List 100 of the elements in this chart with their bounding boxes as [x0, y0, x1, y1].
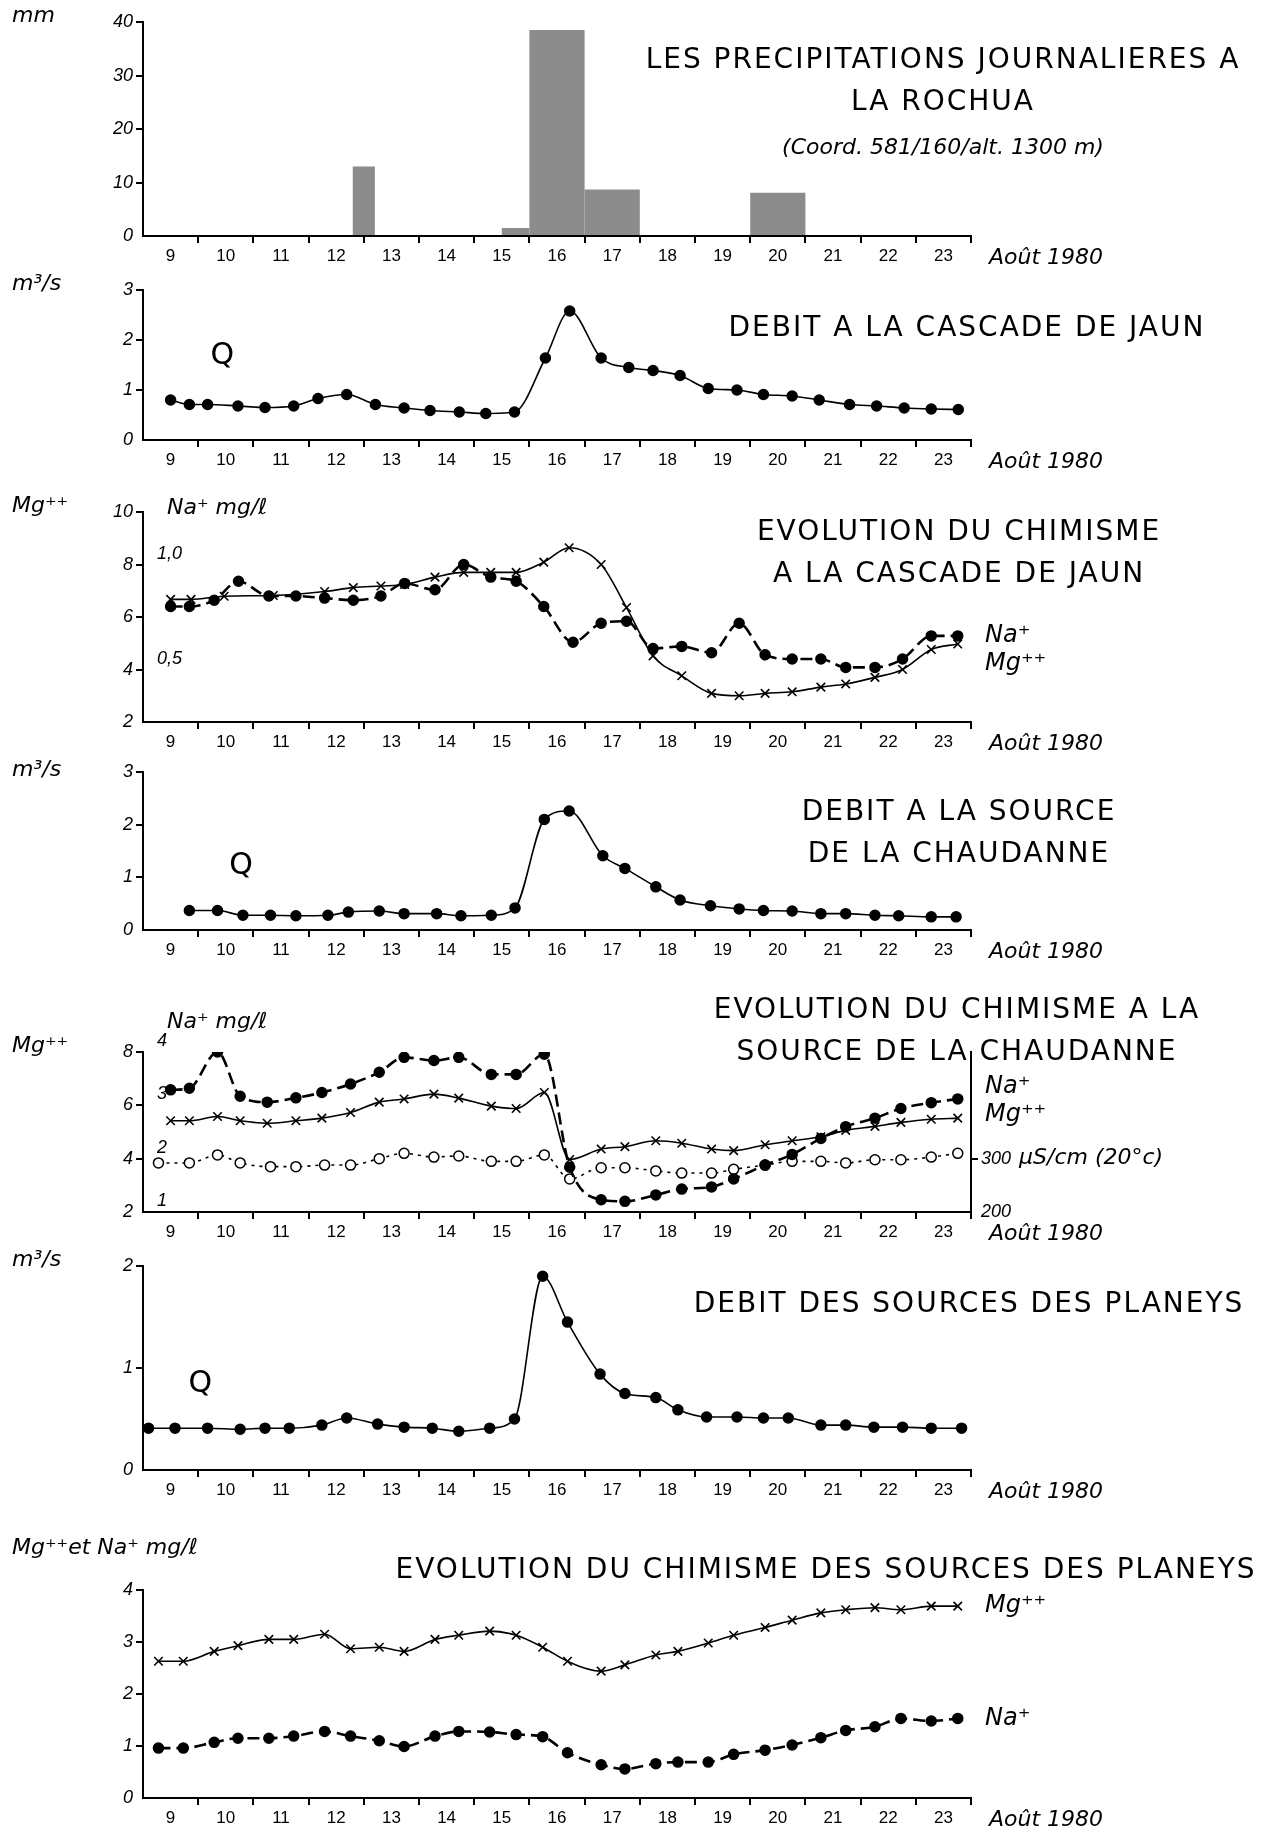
- x-axis-title: Août 1980: [987, 729, 1104, 755]
- x-tick-label: 22: [878, 731, 898, 751]
- x-tick-label: 14: [437, 1221, 457, 1241]
- x-tick-label: 17: [602, 449, 622, 469]
- x-tick-label: 15: [492, 1807, 512, 1827]
- x-tick-label: 15: [492, 449, 512, 469]
- x-tick-label: 14: [437, 1807, 457, 1827]
- series-label: Na⁺: [985, 1071, 1031, 1100]
- x-tick-label: 10: [216, 1479, 236, 1499]
- x-tick-label: 16: [547, 939, 567, 959]
- x-tick-label: 10: [216, 939, 236, 959]
- x-tick-label: 14: [437, 245, 457, 265]
- x-tick-label: 11: [272, 939, 290, 959]
- y-tick-label: 4: [122, 1147, 133, 1168]
- y-tick-label: 1: [122, 1357, 133, 1377]
- x-tick-label: 22: [878, 245, 898, 265]
- x-tick-label: 15: [492, 731, 512, 751]
- y-tick-label: 4: [122, 658, 133, 679]
- x-tick-label: 16: [547, 1479, 567, 1499]
- x-tick-label: 10: [216, 1807, 236, 1827]
- x-tick-label: 22: [878, 939, 898, 959]
- series-label: Na⁺: [985, 620, 1031, 649]
- x-tick-label: 13: [381, 449, 401, 469]
- x-tick-label: 11: [272, 1221, 290, 1241]
- y-tick-label: 3: [122, 1631, 133, 1651]
- y-tick-label: 20: [111, 118, 133, 138]
- y-axis-title: Mg⁺⁺et Na⁺ mg/ℓ: [12, 1533, 198, 1559]
- x-tick-label: 21: [823, 1807, 843, 1827]
- x-tick-label: 20: [768, 245, 788, 265]
- text: DEBIT A LA SOURCE DE LA CHAUDANNE: [800, 793, 1118, 871]
- x-tick-label: 18: [657, 1221, 677, 1241]
- y3-axis-title: µS/cm (20°c): [1018, 1144, 1164, 1170]
- x-tick-label: 11: [272, 731, 290, 751]
- text: DEBIT A LA CASCADE DE JAUN: [727, 309, 1207, 345]
- y2-tick-label: 1,0: [157, 542, 183, 563]
- x-tick-label: 20: [768, 1221, 788, 1241]
- y-tick-label: 8: [122, 553, 133, 574]
- x-tick-label: 18: [657, 939, 677, 959]
- x-tick-label: 18: [657, 245, 677, 265]
- x-tick-label: 19: [713, 245, 733, 265]
- y-axis-title: mm: [12, 1, 55, 27]
- x-tick-label: 9: [165, 731, 176, 751]
- x-tick-label: 15: [492, 245, 512, 265]
- x-tick-label: 12: [326, 1479, 346, 1499]
- y-axis-title: m³/s: [12, 1245, 62, 1271]
- y2-tick-label: 1: [157, 1190, 168, 1210]
- x-tick-label: 9: [165, 1807, 176, 1827]
- x-tick-label: 14: [437, 939, 457, 959]
- x-axis-title: Août 1980: [987, 447, 1104, 473]
- x-tick-label: 10: [216, 1221, 236, 1241]
- y-tick-label: 0: [122, 1787, 133, 1807]
- x-tick-label: 17: [602, 1479, 622, 1499]
- x-tick-label: 21: [823, 1479, 843, 1499]
- y-tick-label: 2: [121, 329, 133, 349]
- x-tick-label: 19: [713, 1807, 733, 1827]
- y-tick-label: 6: [122, 1094, 134, 1115]
- x-tick-label: 10: [216, 731, 236, 751]
- y-tick-label: 8: [122, 1041, 133, 1061]
- x-tick-label: 11: [272, 449, 290, 469]
- y3-tick-label: 200: [980, 1201, 1012, 1221]
- x-tick-label: 16: [547, 449, 567, 469]
- y2-tick-label: 0,5: [157, 647, 184, 668]
- x-axis-title: Août 1980: [987, 243, 1104, 269]
- x-tick-label: 12: [326, 939, 346, 959]
- x-tick-label: 12: [326, 245, 346, 265]
- x-tick-label: 22: [878, 1479, 898, 1499]
- y3-tick-label: 300: [981, 1147, 1012, 1168]
- x-axis-title: Août 1980: [987, 1477, 1104, 1503]
- x-tick-label: 22: [878, 1807, 898, 1827]
- y-axis-title: m³/s: [12, 269, 62, 295]
- x-tick-label: 20: [768, 731, 788, 751]
- x-tick-label: 12: [326, 731, 346, 751]
- y-axis-title: Mg⁺⁺: [12, 491, 69, 517]
- x-tick-label: 22: [878, 449, 898, 469]
- x-axis-title: Août 1980: [987, 1219, 1104, 1245]
- x-tick-label: 23: [933, 1807, 953, 1827]
- x-tick-label: 17: [602, 245, 622, 265]
- x-tick-label: 20: [768, 1479, 788, 1499]
- x-tick-label: 23: [933, 939, 953, 959]
- x-tick-label: 15: [492, 939, 512, 959]
- x-tick-label: 23: [933, 731, 953, 751]
- x-tick-label: 23: [933, 1221, 953, 1241]
- text: (Coord. 581/160/alt. 1300 m): [781, 133, 1105, 161]
- y-tick-label: 2: [121, 813, 133, 834]
- y-tick-label: 1: [122, 866, 133, 887]
- x-tick-label: 19: [713, 939, 733, 959]
- x-tick-label: 22: [878, 1221, 898, 1241]
- x-tick-label: 13: [381, 245, 401, 265]
- x-tick-label: 18: [657, 1807, 677, 1827]
- x-tick-label: 13: [381, 1479, 401, 1499]
- x-tick-label: 21: [823, 939, 843, 959]
- y-tick-label: 1: [122, 1735, 133, 1755]
- y-tick-label: 10: [112, 171, 133, 192]
- x-tick-label: 20: [768, 449, 788, 469]
- x-tick-label: 15: [492, 1479, 512, 1499]
- x-tick-label: 12: [326, 1221, 346, 1241]
- x-tick-label: 18: [657, 449, 677, 469]
- x-tick-label: 23: [933, 1479, 953, 1499]
- chart-title: EVOLUTION DU CHIMISME DES SOURCES DES PLANEYS: [394, 1551, 1258, 1587]
- text: DEBIT DES SOURCES DES PLANEYS: [692, 1285, 1246, 1321]
